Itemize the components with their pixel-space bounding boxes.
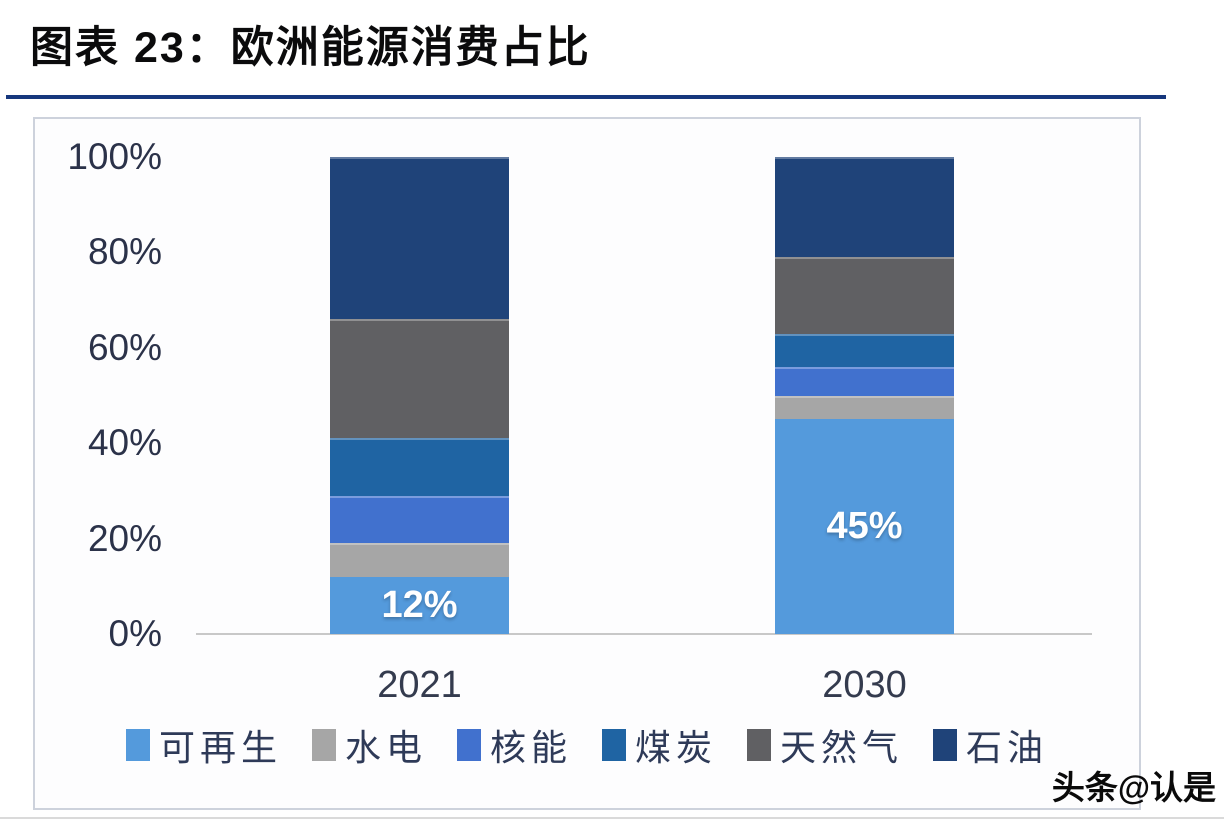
- legend-swatch-icon: [125, 729, 150, 761]
- y-tick-label: 100%: [67, 136, 162, 177]
- watermark: 头条@认是: [1051, 769, 1216, 806]
- data-label: 12%: [381, 583, 458, 626]
- legend-swatch-icon: [456, 729, 481, 761]
- bar-segment-水电: [775, 395, 954, 420]
- legend-label: 石油: [966, 727, 1049, 768]
- bar-segment-可再生: 45%: [775, 419, 954, 634]
- data-label: 45%: [826, 505, 903, 548]
- stacked-bar-2021: 12%: [330, 157, 509, 634]
- bar-segment-核能: [775, 366, 954, 396]
- title-underline: [6, 95, 1166, 99]
- legend-item-可再生: 可再生: [125, 719, 282, 771]
- bar-segment-石油: [775, 157, 954, 258]
- legend-label: 可再生: [158, 727, 282, 768]
- bar-segment-煤炭: [775, 333, 954, 367]
- bar-segment-可再生: 12%: [330, 576, 509, 634]
- bar-segment-石油: [330, 157, 509, 320]
- stacked-bar-2030: 45%: [775, 157, 954, 634]
- legend-label: 天然气: [780, 727, 904, 768]
- legend-item-天然气: 天然气: [747, 719, 903, 771]
- legend-swatch-icon: [602, 729, 626, 761]
- legend-item-石油: 石油: [933, 719, 1048, 771]
- bar-segment-核能: [330, 495, 509, 544]
- page-title: 图表 23：欧洲能源消费占比: [30, 24, 591, 72]
- bar-segment-天然气: [330, 319, 509, 439]
- bar-segment-天然气: [775, 257, 954, 334]
- legend-label: 核能: [489, 727, 572, 768]
- legend-item-煤炭: 煤炭: [602, 719, 717, 771]
- x-tick-label: 2030: [822, 664, 907, 706]
- y-tick-label: 40%: [87, 422, 162, 464]
- x-tick-label: 2021: [377, 664, 462, 706]
- legend-label: 水电: [344, 727, 427, 768]
- legend-label: 煤炭: [635, 727, 718, 768]
- y-tick-label: 20%: [87, 517, 162, 559]
- legend-item-水电: 水电: [311, 719, 427, 771]
- bar-segment-水电: [330, 543, 509, 577]
- legend-swatch-icon: [933, 729, 958, 761]
- y-tick-label: 80%: [87, 231, 162, 273]
- bar-segment-煤炭: [330, 438, 509, 496]
- legend-item-核能: 核能: [456, 719, 572, 771]
- chart-legend: 可再生 水电 核能 煤炭 天然气 石油: [33, 721, 1141, 769]
- footer-divider: [0, 817, 1224, 819]
- legend-swatch-icon: [311, 729, 336, 761]
- y-tick-label: 0%: [108, 613, 162, 654]
- chart-panel: [33, 117, 1141, 810]
- legend-swatch-icon: [747, 729, 772, 761]
- y-tick-label: 60%: [87, 326, 162, 368]
- x-axis-line: [196, 633, 1092, 635]
